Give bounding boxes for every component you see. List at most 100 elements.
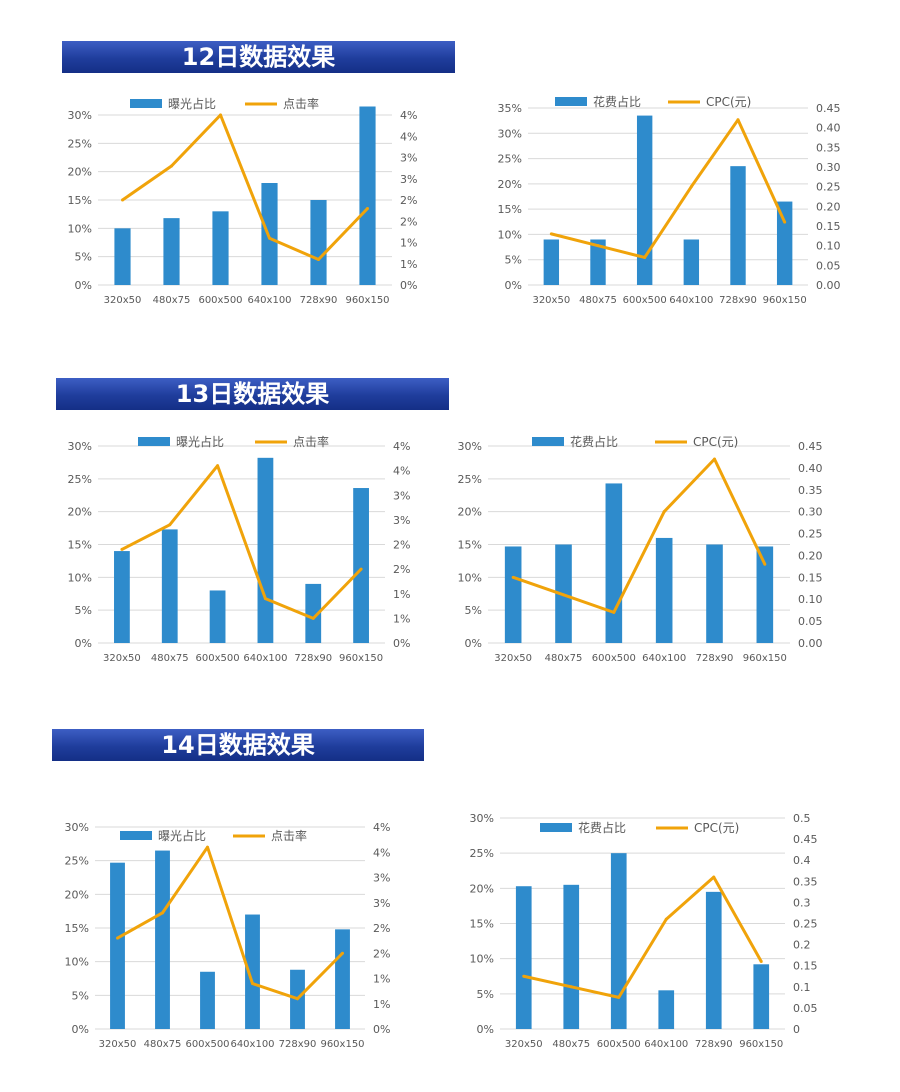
y-left-tick-label: 30% bbox=[498, 127, 522, 140]
y-right-tick-label: 1% bbox=[400, 258, 417, 271]
y-left-tick-label: 10% bbox=[68, 222, 92, 235]
legend-bar-label: 花费占比 bbox=[593, 94, 641, 109]
line-point bbox=[120, 547, 124, 551]
y-right-tick-label: 0.1 bbox=[793, 981, 811, 994]
bar bbox=[200, 971, 215, 1029]
line-point bbox=[643, 255, 647, 259]
bar bbox=[353, 488, 369, 643]
y-left-tick-label: 5% bbox=[75, 251, 92, 264]
bar bbox=[114, 551, 130, 643]
y-right-tick-label: 0% bbox=[393, 637, 410, 650]
bar bbox=[730, 166, 746, 285]
y-right-tick-label: 0.5 bbox=[793, 812, 811, 825]
chart-14-impression-ctr: 0% 5% 10% 15% 20% 25% 30% 0% 1% 1% 2% 2% 3% 3% 4% 4% 320… bbox=[65, 821, 391, 1050]
y-right-tick-label: 0% bbox=[373, 1023, 390, 1036]
y-left-tick-label: 25% bbox=[470, 847, 494, 860]
bar bbox=[590, 239, 606, 285]
y-right-tick-label: 0.30 bbox=[816, 161, 841, 174]
y-right-tick-label: 2% bbox=[393, 563, 410, 576]
x-tick-label: 320x50 bbox=[505, 1039, 543, 1050]
bar bbox=[261, 183, 278, 285]
y-right-tick-label: 1% bbox=[393, 588, 410, 601]
line-series bbox=[550, 118, 787, 259]
y-right-tick-label: 1% bbox=[373, 998, 390, 1011]
bar bbox=[706, 544, 723, 643]
y-right-tick-label: 0.40 bbox=[798, 462, 823, 475]
y-right-tick-label: 0.15 bbox=[816, 220, 841, 233]
legend-bar-label: 曝光占比 bbox=[168, 96, 216, 111]
y-right-tick-label: 4% bbox=[393, 465, 410, 478]
y-right-tick-label: 1% bbox=[400, 237, 417, 250]
line-point bbox=[562, 593, 565, 597]
bar bbox=[756, 546, 774, 643]
bar bbox=[163, 218, 180, 285]
y-left-tick-label: 20% bbox=[470, 882, 494, 895]
x-tick-label: 640x100 bbox=[642, 653, 686, 664]
line-series bbox=[523, 875, 763, 999]
bar bbox=[610, 853, 627, 1029]
y-left-tick-label: 5% bbox=[72, 989, 89, 1002]
y-left-tick-label: 15% bbox=[65, 922, 89, 935]
y-left-tick-label: 25% bbox=[498, 153, 522, 166]
y-right-tick-label: 0.3 bbox=[793, 896, 811, 909]
y-right-tick-label: 0.05 bbox=[816, 259, 841, 272]
y-right-tick-label: 3% bbox=[393, 489, 410, 502]
y-right-tick-label: 0.20 bbox=[798, 549, 823, 562]
section-title-12: 12日数据效果 bbox=[62, 41, 455, 73]
y-left-tick-label: 10% bbox=[458, 571, 482, 584]
line-point bbox=[549, 232, 553, 236]
y-left-tick-label: 5% bbox=[477, 988, 494, 1001]
line-point bbox=[617, 995, 621, 999]
bar bbox=[212, 211, 229, 285]
line-point bbox=[359, 567, 363, 571]
legend-line-label: 点击率 bbox=[283, 96, 319, 111]
y-left-tick-label: 10% bbox=[68, 571, 92, 584]
y-right-tick-label: 0.30 bbox=[798, 506, 823, 519]
bar bbox=[515, 886, 532, 1029]
y-left-tick-label: 0% bbox=[75, 637, 92, 650]
x-tick-label: 728x90 bbox=[695, 1039, 733, 1050]
y-right-tick-label: 0.00 bbox=[798, 637, 823, 650]
y-right-tick-label: 2% bbox=[393, 539, 410, 552]
line-series bbox=[116, 845, 344, 1001]
y-right-tick-label: 0.35 bbox=[793, 875, 818, 888]
line-point bbox=[296, 997, 299, 1001]
x-tick-label: 640x100 bbox=[669, 295, 713, 306]
y-left-tick-label: 25% bbox=[65, 855, 89, 868]
y-left-tick-label: 5% bbox=[465, 604, 482, 617]
y-left-tick-label: 0% bbox=[465, 637, 482, 650]
x-tick-label: 960x150 bbox=[739, 1039, 783, 1050]
y-left-tick-label: 25% bbox=[458, 473, 482, 486]
y-right-tick-label: 0.10 bbox=[816, 240, 841, 253]
y-right-tick-label: 0.15 bbox=[793, 960, 818, 973]
x-tick-label: 320x50 bbox=[104, 295, 142, 306]
x-tick-label: 960x150 bbox=[345, 295, 389, 306]
x-tick-label: 320x50 bbox=[494, 653, 532, 664]
bar bbox=[110, 862, 125, 1029]
legend-bar-label: 曝光占比 bbox=[158, 828, 206, 843]
line-point bbox=[263, 597, 267, 601]
line-point bbox=[689, 185, 693, 189]
x-tick-label: 480x75 bbox=[545, 653, 583, 664]
bar bbox=[209, 590, 226, 643]
line-point bbox=[664, 917, 668, 921]
line-point bbox=[569, 985, 573, 989]
y-right-tick-label: 3% bbox=[400, 173, 417, 186]
y-right-tick-label: 4% bbox=[400, 109, 417, 122]
x-tick-label: 640x100 bbox=[230, 1039, 274, 1050]
bar bbox=[161, 529, 178, 643]
x-tick-label: 960x150 bbox=[763, 295, 807, 306]
chart-14-spend-cpc: 0% 5% 10% 15% 20% 25% 30% 0 0.05 0.1 0.15 0.2 0.25 0.… bbox=[470, 812, 818, 1050]
y-left-tick-label: 5% bbox=[75, 604, 92, 617]
line-point bbox=[736, 118, 740, 122]
line-series bbox=[512, 457, 767, 614]
x-tick-label: 600x500 bbox=[592, 653, 636, 664]
legend-bar-swatch bbox=[555, 97, 587, 106]
bar bbox=[753, 964, 770, 1029]
y-right-tick-label: 0.45 bbox=[793, 833, 818, 846]
y-right-tick-label: 0.15 bbox=[798, 571, 823, 584]
line-point bbox=[341, 951, 344, 955]
x-tick-label: 320x50 bbox=[532, 295, 570, 306]
line-point bbox=[251, 982, 254, 986]
section-title-13: 13日数据效果 bbox=[56, 378, 449, 410]
